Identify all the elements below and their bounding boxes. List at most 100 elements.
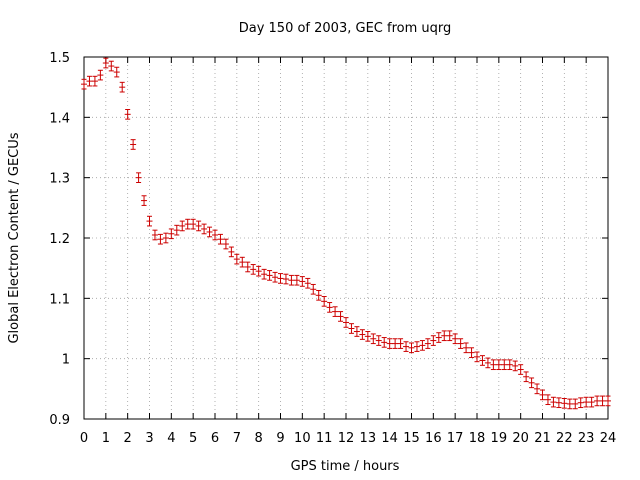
data-point: [228, 246, 235, 258]
data-point: [512, 360, 519, 372]
x-tick-label: 8: [255, 431, 263, 446]
data-point: [293, 274, 300, 286]
x-tick-label: 0: [80, 431, 88, 446]
data-point: [463, 342, 470, 354]
data-point: [555, 397, 562, 409]
data-point: [277, 273, 284, 284]
data-point: [534, 383, 541, 395]
data-point: [102, 57, 109, 69]
data-point: [91, 75, 98, 87]
data-point: [561, 397, 568, 409]
x-tick-label: 3: [145, 431, 153, 446]
data-point: [130, 139, 137, 150]
data-points: [81, 57, 611, 410]
y-tick-label: 1.1: [49, 292, 70, 307]
data-point: [457, 338, 464, 349]
chart-title: Day 150 of 2003, GEC from uqrg: [239, 21, 452, 36]
data-point: [337, 311, 344, 322]
x-tick-label: 13: [360, 431, 377, 446]
data-point: [490, 359, 497, 371]
data-point: [81, 78, 87, 90]
data-point: [413, 341, 420, 352]
data-point: [195, 220, 202, 232]
data-point: [332, 306, 339, 317]
data-point: [452, 333, 459, 345]
x-tick-label: 10: [294, 431, 311, 446]
data-point: [386, 338, 393, 349]
data-point: [190, 218, 197, 230]
x-tick-label: 15: [403, 431, 420, 446]
data-point: [495, 359, 502, 371]
data-point: [157, 233, 164, 245]
data-point: [408, 342, 415, 354]
data-point: [255, 265, 262, 277]
x-tick-label: 24: [600, 431, 617, 446]
data-point: [403, 341, 410, 352]
x-tick-label: 16: [425, 431, 442, 446]
y-tick-label: 1: [62, 353, 70, 368]
data-point: [261, 268, 268, 280]
data-point: [550, 396, 557, 408]
data-point: [501, 359, 508, 371]
x-tick-label: 21: [534, 431, 551, 446]
data-point: [577, 397, 584, 409]
data-point: [528, 377, 535, 389]
x-tick-label: 20: [512, 431, 529, 446]
y-tick-label: 1.2: [49, 232, 70, 247]
data-point: [288, 274, 295, 286]
data-point: [364, 331, 371, 342]
data-point: [113, 66, 120, 78]
data-point: [605, 395, 611, 407]
data-point: [206, 226, 213, 238]
y-tick-labels: 0.9 1 1.1 1.2 1.3 1.4 1.5: [49, 51, 70, 428]
y-tick-label: 0.9: [49, 413, 70, 428]
x-axis-title: GPS time / hours: [291, 459, 400, 474]
data-point: [424, 338, 431, 349]
data-point: [441, 330, 448, 342]
data-point: [517, 364, 524, 375]
data-point: [392, 338, 399, 349]
data-point: [222, 238, 229, 250]
x-tick-label: 2: [124, 431, 132, 446]
data-point: [484, 357, 491, 369]
data-point: [315, 289, 322, 301]
y-tick-label: 1.5: [49, 51, 70, 66]
data-point: [446, 330, 453, 342]
data-point: [539, 389, 546, 401]
data-point: [239, 256, 246, 268]
data-point: [370, 333, 377, 345]
data-point: [326, 302, 333, 313]
data-point: [272, 271, 279, 283]
data-point: [217, 233, 224, 245]
data-point: [151, 229, 158, 241]
grid-lines: [84, 57, 608, 419]
data-point: [162, 232, 169, 244]
data-point: [506, 359, 513, 371]
data-point: [212, 229, 218, 241]
x-tick-label: 1: [102, 431, 110, 446]
data-point: [321, 296, 328, 307]
data-point: [108, 60, 115, 72]
data-point: [244, 261, 251, 273]
x-tick-label: 7: [233, 431, 241, 446]
data-point: [583, 396, 590, 408]
data-point: [419, 340, 426, 351]
data-point: [304, 277, 311, 289]
data-point: [435, 332, 442, 343]
x-tick-label: 5: [189, 431, 197, 446]
data-point: [474, 351, 480, 363]
data-point: [141, 195, 148, 206]
data-point: [599, 395, 606, 407]
data-point: [588, 396, 595, 408]
data-point: [523, 371, 530, 383]
axis-ticks: [83, 56, 609, 420]
data-point: [479, 355, 486, 366]
data-point: [135, 172, 142, 183]
x-tick-label: 22: [556, 431, 573, 446]
data-point: [146, 215, 153, 227]
x-tick-label: 18: [469, 431, 486, 446]
data-point: [310, 283, 317, 295]
data-point: [381, 337, 388, 348]
